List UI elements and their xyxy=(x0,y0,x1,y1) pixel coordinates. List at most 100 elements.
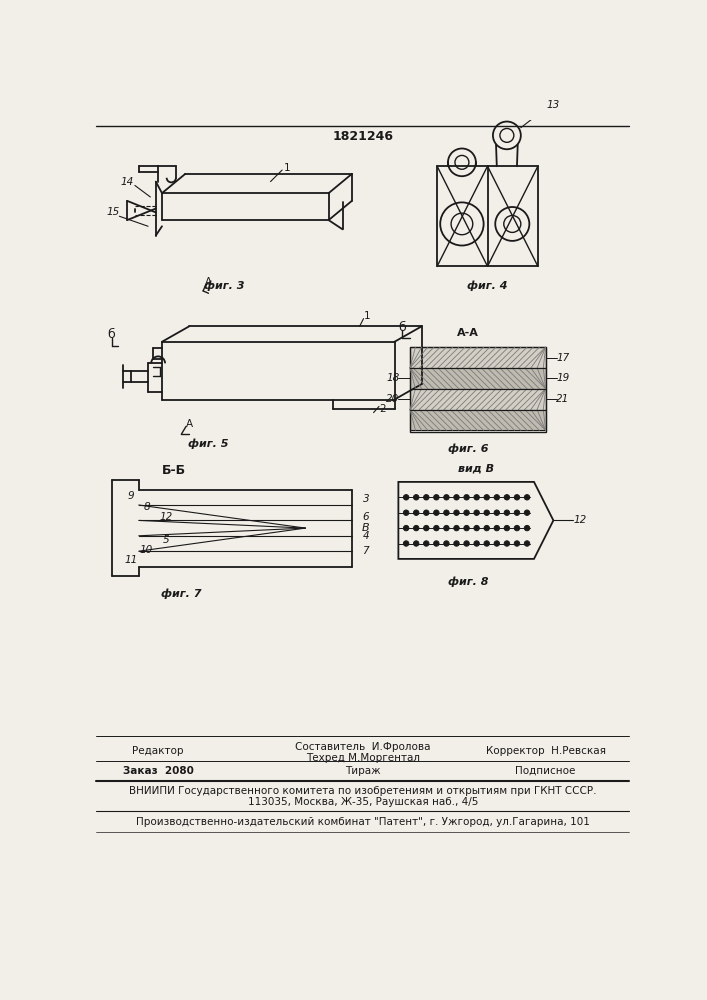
Circle shape xyxy=(433,525,439,531)
Circle shape xyxy=(474,510,479,515)
Text: Б-Б: Б-Б xyxy=(162,464,186,477)
Text: 18: 18 xyxy=(386,373,399,383)
Text: фиг. 7: фиг. 7 xyxy=(161,588,201,599)
Text: 1: 1 xyxy=(284,163,291,173)
Text: 6: 6 xyxy=(363,512,369,522)
Circle shape xyxy=(504,525,510,531)
Circle shape xyxy=(423,525,429,531)
Circle shape xyxy=(414,510,419,515)
Text: вид В: вид В xyxy=(458,464,494,474)
Text: 7: 7 xyxy=(363,546,369,556)
Circle shape xyxy=(525,541,530,546)
Text: 14: 14 xyxy=(120,177,134,187)
Text: 12: 12 xyxy=(159,512,173,522)
Text: B: B xyxy=(362,523,370,533)
Circle shape xyxy=(404,541,409,546)
Text: фиг. 3: фиг. 3 xyxy=(204,280,244,291)
Circle shape xyxy=(484,541,489,546)
Circle shape xyxy=(464,510,469,515)
Text: Техред М.Моргентал: Техред М.Моргентал xyxy=(305,753,420,763)
Text: Заказ  2080: Заказ 2080 xyxy=(123,766,194,776)
Text: ВНИИПИ Государственного комитета по изобретениям и открытиям при ГКНТ СССР.: ВНИИПИ Государственного комитета по изоб… xyxy=(129,786,597,796)
Text: Подписное: Подписное xyxy=(515,766,575,776)
Text: 9: 9 xyxy=(128,491,134,501)
Circle shape xyxy=(474,495,479,500)
Circle shape xyxy=(414,495,419,500)
Circle shape xyxy=(525,525,530,531)
Text: 1: 1 xyxy=(364,311,370,321)
Circle shape xyxy=(454,541,460,546)
Text: фиг. 6: фиг. 6 xyxy=(448,444,489,454)
Text: б: б xyxy=(398,321,406,334)
Circle shape xyxy=(464,541,469,546)
Circle shape xyxy=(444,495,449,500)
Circle shape xyxy=(433,541,439,546)
Text: 17: 17 xyxy=(556,353,569,363)
Text: Производственно-издательский комбинат "Патент", г. Ужгород, ул.Гагарина, 101: Производственно-издательский комбинат "П… xyxy=(136,817,590,827)
Circle shape xyxy=(474,541,479,546)
Circle shape xyxy=(484,510,489,515)
Circle shape xyxy=(404,495,409,500)
Text: 20: 20 xyxy=(386,394,399,404)
Circle shape xyxy=(514,495,520,500)
Circle shape xyxy=(454,510,460,515)
Text: 3: 3 xyxy=(363,494,369,504)
Circle shape xyxy=(433,495,439,500)
Text: фиг. 4: фиг. 4 xyxy=(467,280,508,291)
Circle shape xyxy=(464,525,469,531)
Circle shape xyxy=(423,510,429,515)
Circle shape xyxy=(484,495,489,500)
Text: 1821246: 1821246 xyxy=(332,130,393,143)
Circle shape xyxy=(494,541,500,546)
Bar xyxy=(410,347,546,368)
Circle shape xyxy=(423,495,429,500)
Text: 4: 4 xyxy=(363,531,369,541)
Circle shape xyxy=(525,495,530,500)
Text: Корректор  Н.Ревская: Корректор Н.Ревская xyxy=(486,746,606,756)
Circle shape xyxy=(414,525,419,531)
Text: Составитель  И.Фролова: Составитель И.Фролова xyxy=(295,742,431,752)
Text: Тираж: Тираж xyxy=(345,766,380,776)
Circle shape xyxy=(484,525,489,531)
Text: фиг. 8: фиг. 8 xyxy=(448,577,489,587)
Circle shape xyxy=(514,510,520,515)
Text: 5: 5 xyxy=(163,535,169,545)
Circle shape xyxy=(444,525,449,531)
Text: 113035, Москва, Ж-35, Раушская наб., 4/5: 113035, Москва, Ж-35, Раушская наб., 4/5 xyxy=(247,797,478,807)
Text: А-А: А-А xyxy=(457,328,479,338)
Text: 12: 12 xyxy=(574,515,587,525)
Circle shape xyxy=(474,525,479,531)
Text: 13: 13 xyxy=(547,100,560,110)
Circle shape xyxy=(404,510,409,515)
Text: А: А xyxy=(185,419,193,429)
Text: А: А xyxy=(205,277,212,287)
Circle shape xyxy=(514,525,520,531)
Circle shape xyxy=(423,541,429,546)
Bar xyxy=(437,166,538,266)
Circle shape xyxy=(494,495,500,500)
Circle shape xyxy=(525,510,530,515)
Circle shape xyxy=(504,541,510,546)
Text: 10: 10 xyxy=(140,545,153,555)
Text: 21: 21 xyxy=(556,394,569,404)
Circle shape xyxy=(504,495,510,500)
Circle shape xyxy=(464,495,469,500)
Circle shape xyxy=(444,510,449,515)
Circle shape xyxy=(514,541,520,546)
Circle shape xyxy=(494,510,500,515)
Circle shape xyxy=(433,510,439,515)
Text: 19: 19 xyxy=(556,373,569,383)
Circle shape xyxy=(504,510,510,515)
Text: Редактор: Редактор xyxy=(132,746,184,756)
Circle shape xyxy=(414,541,419,546)
Bar xyxy=(410,347,546,432)
Bar xyxy=(410,389,546,410)
Text: 2: 2 xyxy=(380,404,386,414)
Text: б: б xyxy=(107,328,115,341)
Circle shape xyxy=(444,541,449,546)
Text: 15: 15 xyxy=(107,207,119,217)
Text: 8: 8 xyxy=(144,502,150,512)
Bar xyxy=(410,410,546,430)
Bar xyxy=(410,368,546,389)
Circle shape xyxy=(494,525,500,531)
